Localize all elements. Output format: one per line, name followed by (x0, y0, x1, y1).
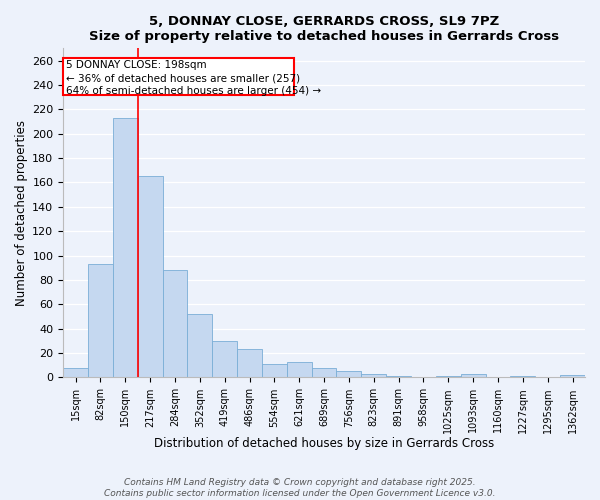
Bar (63, 368, 88, 378)
Bar (287, 362, 311, 378)
X-axis label: Distribution of detached houses by size in Gerrards Cross: Distribution of detached houses by size … (154, 437, 494, 450)
Bar (337, 372, 361, 378)
Bar (386, 376, 411, 378)
Bar (560, 375, 585, 378)
Bar (88, 264, 113, 378)
Bar (511, 376, 535, 378)
Text: 5 DONNAY CLOSE: 198sqm
← 36% of detached houses are smaller (257)
64% of semi-de: 5 DONNAY CLOSE: 198sqm ← 36% of detached… (65, 60, 321, 96)
Bar (262, 364, 287, 378)
Bar (237, 350, 262, 378)
Text: Contains HM Land Registry data © Crown copyright and database right 2025.
Contai: Contains HM Land Registry data © Crown c… (104, 478, 496, 498)
Bar (361, 374, 386, 378)
Bar (436, 376, 461, 378)
Bar (113, 118, 137, 378)
Bar (311, 368, 337, 378)
Title: 5, DONNAY CLOSE, GERRARDS CROSS, SL9 7PZ
Size of property relative to detached h: 5, DONNAY CLOSE, GERRARDS CROSS, SL9 7PZ… (89, 15, 559, 43)
Bar (187, 314, 212, 378)
Y-axis label: Number of detached properties: Number of detached properties (15, 120, 28, 306)
Bar (137, 176, 163, 378)
Bar (212, 341, 237, 378)
Bar (163, 270, 187, 378)
Bar (63, 58, 294, 94)
Bar (461, 374, 485, 378)
